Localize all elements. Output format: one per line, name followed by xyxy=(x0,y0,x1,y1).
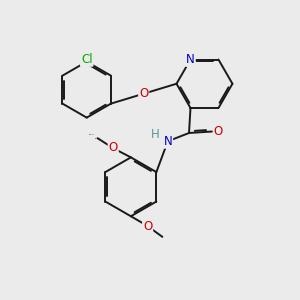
Text: O: O xyxy=(214,125,223,138)
Text: methoxy: methoxy xyxy=(89,134,95,135)
Text: Cl: Cl xyxy=(81,53,92,66)
Text: N: N xyxy=(164,135,172,148)
Text: O: O xyxy=(139,87,148,100)
Text: O: O xyxy=(143,220,152,233)
Text: H: H xyxy=(151,128,160,141)
Text: O: O xyxy=(109,141,118,154)
Text: methoxy: methoxy xyxy=(95,138,102,139)
Text: N: N xyxy=(186,53,195,66)
